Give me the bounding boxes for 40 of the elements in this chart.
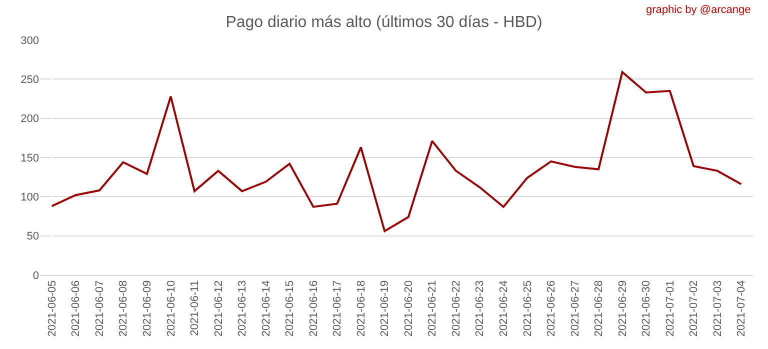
x-tick-label: 2021-06-25 xyxy=(522,280,534,337)
x-tick-label: 2021-06-24 xyxy=(498,280,510,337)
y-tick-label: 200 xyxy=(20,113,39,126)
x-tick-label: 2021-06-18 xyxy=(355,280,368,337)
x-tick-label: 2021-07-04 xyxy=(736,280,748,337)
x-tick-label: 2021-06-28 xyxy=(593,280,606,337)
x-tick-label: 2021-06-27 xyxy=(569,280,582,337)
chart-title: Pago diario más alto (últimos 30 días - HBD) xyxy=(226,14,542,31)
x-tick-label: 2021-06-11 xyxy=(189,280,202,336)
text: graphic by @arcange xyxy=(646,4,751,16)
line-series xyxy=(50,71,742,232)
y-tick-label: 150 xyxy=(20,152,39,164)
x-tick-label: 2021-07-03 xyxy=(712,280,724,337)
x-tick-label: 2021-06-21 xyxy=(426,280,439,337)
x-tick-label: 2021-06-14 xyxy=(260,280,272,337)
x-tick-label: 2021-06-07 xyxy=(94,280,106,337)
x-tick-label: 2021-06-17 xyxy=(332,280,344,337)
y-tick-label: 250 xyxy=(20,74,39,86)
x-tick-label: 2021-06-19 xyxy=(379,280,392,337)
x-tick-label: 2021-06-26 xyxy=(546,280,558,337)
x-tick-label: 2021-06-20 xyxy=(402,280,415,337)
x-tick-label: 2021-06-23 xyxy=(474,280,486,337)
x-tick-label: 2021-06-08 xyxy=(118,280,130,337)
y-tick-label: 100 xyxy=(20,192,39,204)
x-tick-label: 2021-06-12 xyxy=(212,280,225,337)
y-tick-label: 300 xyxy=(20,34,39,47)
x-tick-label: 2021-06-15 xyxy=(284,280,296,337)
x-tick-label: 2021-06-10 xyxy=(165,280,178,337)
y-tick-label: 0 xyxy=(32,270,39,282)
y-tick-label: 50 xyxy=(26,230,39,243)
x-tick-label: 2021-06-06 xyxy=(70,280,82,337)
x-tick-label: 2021-06-05 xyxy=(46,280,58,337)
x-tick-label: 2021-06-09 xyxy=(142,280,154,337)
x-tick-label: 2021-06-22 xyxy=(450,280,462,337)
x-tick-label: 2021-07-01 xyxy=(664,280,676,337)
x-tick-label: 2021-06-16 xyxy=(308,280,320,337)
x-tick-label: 2021-06-13 xyxy=(236,280,249,337)
x-tick-label: 2021-06-29 xyxy=(616,280,629,337)
x-tick-label: 2021-06-30 xyxy=(640,280,653,337)
x-tick-label: 2021-07-02 xyxy=(688,280,700,337)
